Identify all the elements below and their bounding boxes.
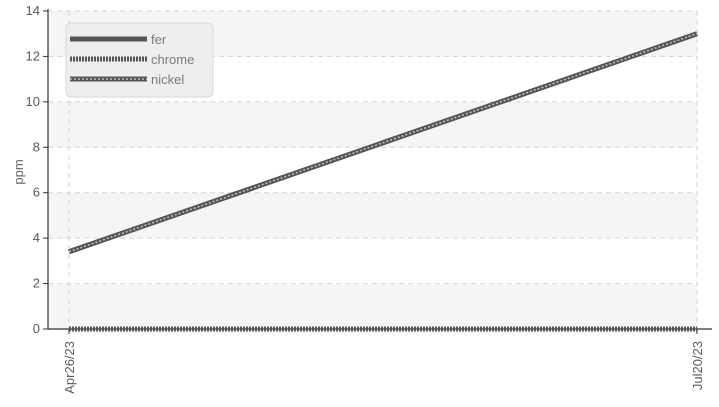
legend: fer chrome nickel — [65, 22, 214, 98]
x-tick-labels: Apr26/23 Jul20/23 — [62, 341, 705, 394]
x-tick-label: Apr26/23 — [62, 341, 77, 394]
series-lines — [68, 31, 698, 332]
y-tick-label: 10 — [26, 94, 40, 109]
y-tick-label: 2 — [33, 276, 40, 291]
x-tick-label: Jul20/23 — [690, 341, 705, 390]
y-axis-title: ppm — [11, 159, 26, 184]
y-tick-label: 6 — [33, 185, 40, 200]
y-tick-label: 8 — [33, 139, 40, 154]
grid-lines — [48, 10, 698, 329]
y-tick-label: 4 — [33, 230, 40, 245]
y-tick-label: 12 — [26, 48, 40, 63]
plot-band — [48, 101, 697, 148]
plot-band — [48, 283, 697, 329]
legend-label-fer: fer — [151, 32, 167, 47]
plot-band — [48, 192, 697, 239]
y-tick-label: 0 — [33, 321, 40, 336]
series-line-nickel-dots — [68, 32, 698, 253]
legend-label-nickel: nickel — [151, 72, 184, 87]
y-tick-label: 14 — [26, 3, 40, 18]
legend-label-chrome: chrome — [151, 52, 194, 67]
y-tick-labels: 0 2 4 6 8 10 12 14 — [26, 3, 40, 336]
